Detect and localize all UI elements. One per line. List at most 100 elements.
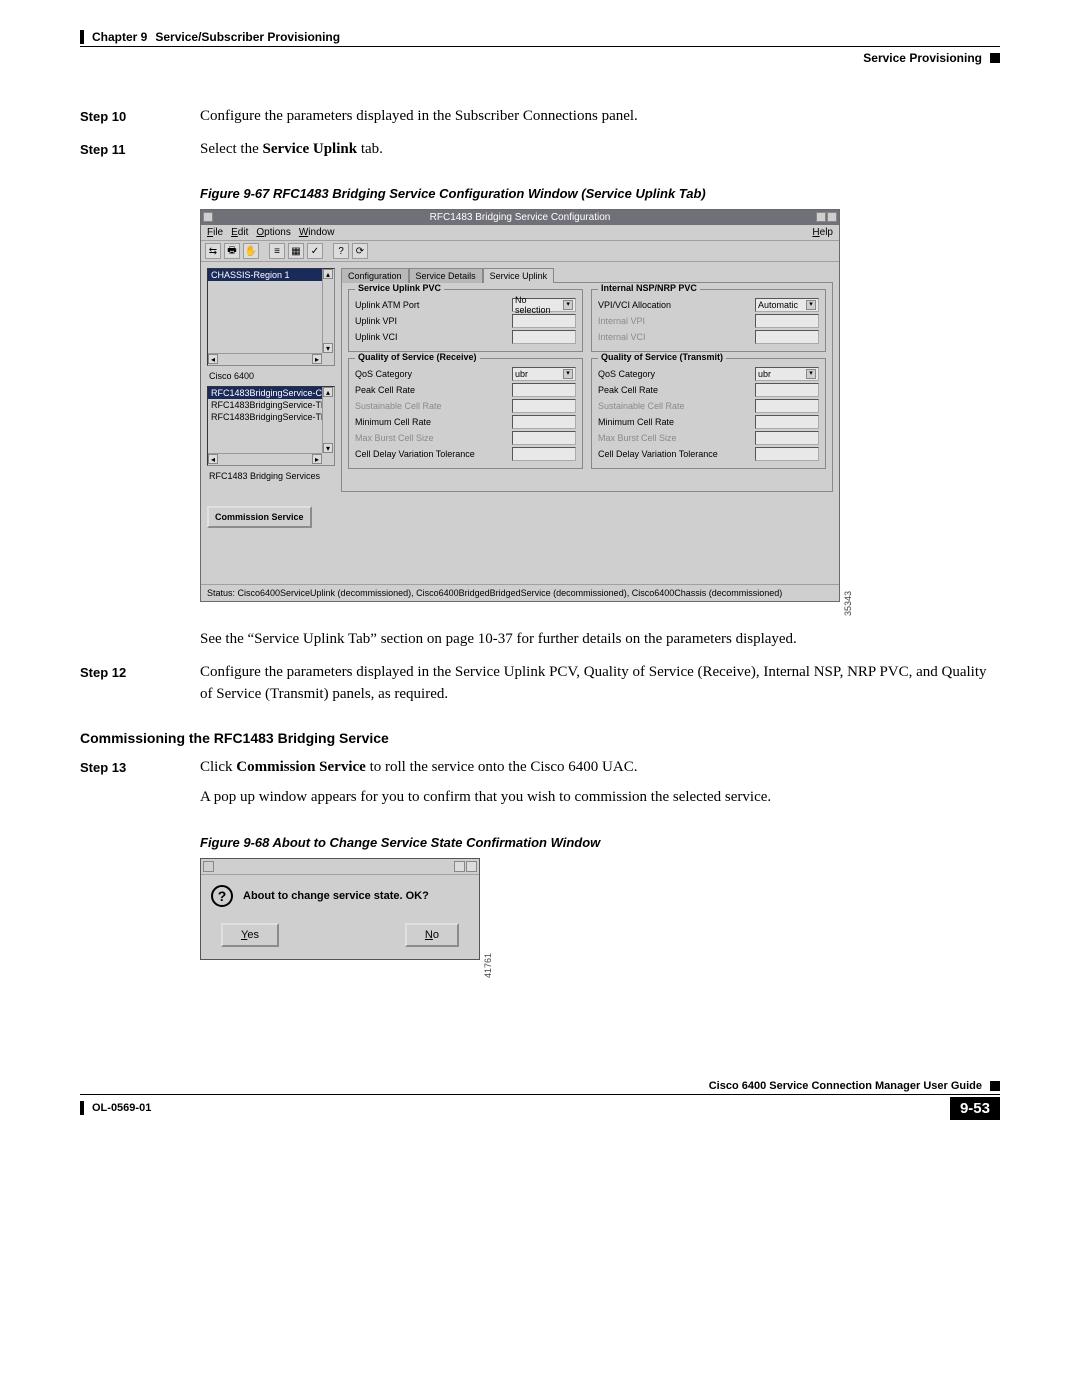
field-label: Uplink VPI: [355, 316, 512, 326]
internal-nsp-nrp-pvc-group: Internal NSP/NRP PVC VPI/VCI Allocation …: [591, 289, 826, 352]
tree-item[interactable]: CHASSIS-Region 1: [208, 269, 334, 281]
toolbar-icon[interactable]: ▦: [288, 243, 304, 259]
uplink-vci-input[interactable]: [512, 330, 576, 344]
menu-window[interactable]: Window: [299, 227, 335, 238]
maximize-icon[interactable]: [466, 861, 477, 872]
cdvt-tx-input[interactable]: [755, 447, 819, 461]
menu-file[interactable]: File: [207, 227, 223, 238]
toolbar: ⇆ 🖶 ✋ ≡ ▦ ✓ ? ⟳: [201, 241, 839, 262]
min-cell-rate-rx-input[interactable]: [512, 415, 576, 429]
peak-cell-rate-tx-input[interactable]: [755, 383, 819, 397]
toolbar-icon[interactable]: ≡: [269, 243, 285, 259]
figure-9-68: ? About to change service state. OK? Yes…: [200, 858, 480, 960]
minimize-icon[interactable]: [816, 212, 826, 222]
sustainable-rx-input: [512, 399, 576, 413]
window-menu-icon[interactable]: [203, 861, 214, 872]
window-titlebar: RFC1483 Bridging Service Configuration: [201, 210, 839, 225]
dropdown-value: ubr: [515, 369, 528, 379]
footer-bar: [80, 1101, 84, 1115]
step-11: Step 11 Select the Service Uplink tab.: [80, 138, 1000, 161]
chevron-down-icon[interactable]: ▾: [563, 300, 573, 310]
field-label: Internal VCI: [598, 332, 755, 342]
scroll-up-icon[interactable]: ▴: [323, 269, 333, 279]
scroll-right-icon[interactable]: ▸: [312, 454, 322, 464]
page-number: 9-53: [950, 1097, 1000, 1120]
chassis-tree[interactable]: CHASSIS-Region 1 ▴ ▾ ◂ ▸: [207, 268, 335, 366]
scroll-right-icon[interactable]: ▸: [312, 354, 322, 364]
figure-id: 35343: [843, 591, 853, 616]
yes-button[interactable]: Yes: [221, 923, 279, 947]
tab-bar: Configuration Service Details Service Up…: [341, 268, 833, 283]
minimize-icon[interactable]: [454, 861, 465, 872]
scrollbar-horizontal[interactable]: ◂ ▸: [208, 453, 322, 465]
peak-cell-rate-rx-input[interactable]: [512, 383, 576, 397]
service-uplink-pvc-group: Service Uplink PVC Uplink ATM Port No se…: [348, 289, 583, 352]
section-header: Service Provisioning: [80, 51, 1000, 65]
paragraph: A pop up window appears for you to confi…: [200, 786, 1000, 809]
scroll-up-icon[interactable]: ▴: [323, 387, 333, 397]
dropdown-value: Automatic: [758, 300, 798, 310]
group-legend: Quality of Service (Receive): [355, 352, 480, 362]
qos-category-rx-dropdown[interactable]: ubr ▾: [512, 367, 576, 381]
help-icon[interactable]: ?: [333, 243, 349, 259]
scroll-left-icon[interactable]: ◂: [208, 454, 218, 464]
window-menu-icon[interactable]: [203, 212, 213, 222]
toolbar-icon[interactable]: ✋: [243, 243, 259, 259]
services-list[interactable]: RFC1483BridgingService-C RFC1483Bridging…: [207, 386, 335, 466]
tab-configuration[interactable]: Configuration: [341, 268, 409, 283]
menu-help[interactable]: Help: [812, 227, 833, 238]
step-10: Step 10 Configure the parameters display…: [80, 105, 1000, 128]
min-cell-rate-tx-input[interactable]: [755, 415, 819, 429]
bold-text: Service Uplink: [262, 141, 357, 157]
header-bar: [80, 30, 84, 44]
step-text: Configure the parameters displayed in th…: [200, 661, 1000, 706]
commission-service-button[interactable]: Commission Service: [207, 506, 312, 528]
bold-text: Commission Service: [236, 759, 366, 775]
tab-service-details[interactable]: Service Details: [409, 268, 483, 283]
step-13: Step 13 Click Commission Service to roll…: [80, 756, 1000, 779]
uplink-atm-port-dropdown[interactable]: No selection▾: [512, 298, 576, 312]
scroll-down-icon[interactable]: ▾: [323, 343, 333, 353]
list-item[interactable]: RFC1483BridgingService-Tl: [208, 411, 334, 423]
scroll-left-icon[interactable]: ◂: [208, 354, 218, 364]
vpivci-allocation-dropdown[interactable]: Automatic ▾: [755, 298, 819, 312]
scrollbar-vertical[interactable]: ▴ ▾: [322, 269, 334, 353]
uplink-vpi-input[interactable]: [512, 314, 576, 328]
paragraph: See the “Service Uplink Tab” section on …: [200, 628, 1000, 651]
check-icon[interactable]: ✓: [307, 243, 323, 259]
dialog-message: About to change service state. OK?: [243, 890, 429, 902]
qos-category-tx-dropdown[interactable]: ubr ▾: [755, 367, 819, 381]
text: Select the: [200, 141, 262, 157]
step-label: Step 12: [80, 661, 200, 706]
no-button[interactable]: No: [405, 923, 459, 947]
step-label: Step 11: [80, 138, 200, 161]
menu-options[interactable]: Options: [256, 227, 290, 238]
field-label: Uplink VCI: [355, 332, 512, 342]
text: tab.: [357, 141, 383, 157]
chevron-down-icon[interactable]: ▾: [806, 369, 816, 379]
cdvt-rx-input[interactable]: [512, 447, 576, 461]
section-title: Service Provisioning: [863, 51, 982, 65]
group-legend: Service Uplink PVC: [355, 283, 444, 293]
figure-9-68-caption: Figure 9-68 About to Change Service Stat…: [200, 835, 1000, 850]
list-item[interactable]: RFC1483BridgingService-Tl: [208, 399, 334, 411]
toolbar-icon[interactable]: ⇆: [205, 243, 221, 259]
menu-edit[interactable]: Edit: [231, 227, 248, 238]
services-label: RFC1483 Bridging Services: [207, 470, 335, 482]
field-label: Minimum Cell Rate: [598, 417, 755, 427]
chevron-down-icon[interactable]: ▾: [563, 369, 573, 379]
print-icon[interactable]: 🖶: [224, 243, 240, 259]
refresh-icon[interactable]: ⟳: [352, 243, 368, 259]
maximize-icon[interactable]: [827, 212, 837, 222]
question-icon: ?: [211, 885, 233, 907]
scroll-down-icon[interactable]: ▾: [323, 443, 333, 453]
list-item[interactable]: RFC1483BridgingService-C: [208, 387, 334, 399]
step-12: Step 12 Configure the parameters display…: [80, 661, 1000, 706]
chevron-down-icon[interactable]: ▾: [806, 300, 816, 310]
dropdown-value: ubr: [758, 369, 771, 379]
scrollbar-horizontal[interactable]: ◂ ▸: [208, 353, 322, 365]
field-label: Max Burst Cell Size: [598, 433, 755, 443]
field-label: QoS Category: [355, 369, 512, 379]
tab-service-uplink[interactable]: Service Uplink: [483, 268, 555, 283]
scrollbar-vertical[interactable]: ▴ ▾: [322, 387, 334, 453]
